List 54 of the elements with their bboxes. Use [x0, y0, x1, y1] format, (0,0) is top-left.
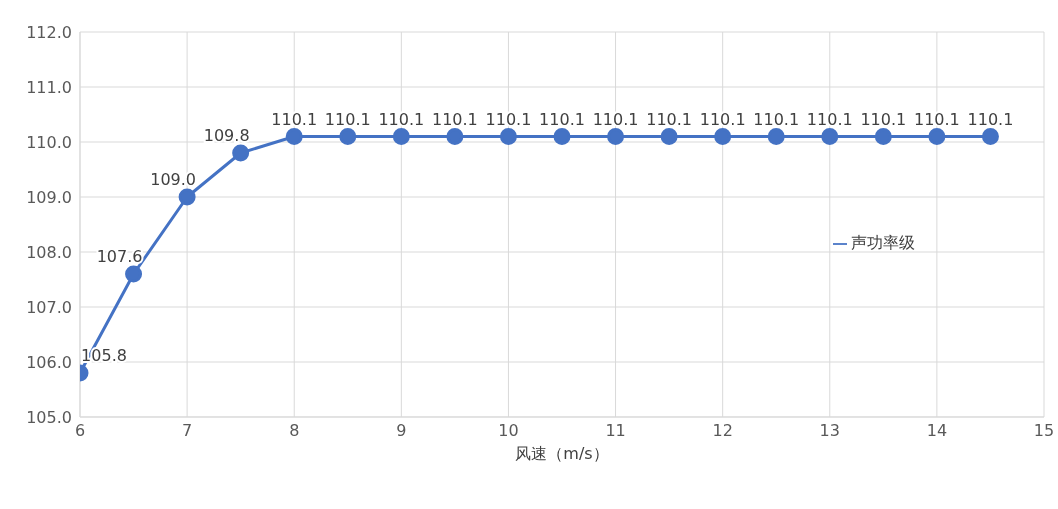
point: [607, 128, 625, 145]
x-tick-label: 9: [396, 421, 407, 441]
data-label: 110.1: [324, 109, 371, 129]
point: [339, 128, 357, 145]
data-label: 110.1: [913, 109, 960, 129]
point: [821, 128, 839, 145]
data-label: 110.1: [967, 109, 1014, 129]
x-tick-label: 6: [74, 421, 86, 441]
data-label: 110.1: [592, 109, 639, 129]
point: [928, 128, 946, 145]
x-tick-label: 13: [819, 421, 840, 441]
x-tick-label: 15: [1033, 421, 1055, 441]
data-label: 110.1: [431, 109, 478, 129]
x-tick-label: 11: [605, 421, 626, 441]
point: [660, 128, 678, 145]
point: [874, 128, 892, 145]
x-tick-label: 10: [498, 421, 519, 441]
point: [553, 128, 571, 145]
data-label: 110.1: [271, 109, 318, 129]
data-label: 110.1: [806, 109, 853, 129]
point: [285, 128, 303, 145]
point: [392, 128, 410, 145]
point: [499, 128, 517, 145]
point: [232, 144, 250, 162]
point: [981, 128, 999, 145]
point: [125, 265, 143, 283]
y-tick-label: 107.0: [26, 297, 72, 317]
y-tick-label: 108.0: [26, 242, 72, 262]
y-tick-label: 110.0: [26, 132, 72, 152]
y-tick-label: 106.0: [26, 352, 72, 372]
x-tick-label: 12: [712, 421, 733, 441]
x-axis-title: 风速（m/s）: [515, 444, 609, 463]
point: [714, 128, 732, 145]
data-label: 110.1: [646, 109, 693, 129]
y-tick-label: 109.0: [26, 187, 72, 207]
point: [446, 128, 464, 145]
data-label: 107.6: [96, 247, 143, 266]
point: [178, 188, 196, 206]
data-label: 110.1: [860, 109, 907, 129]
y-tick-label: 112.0: [26, 22, 72, 42]
data-label: 109.8: [203, 126, 250, 145]
y-tick-label: 105.0: [26, 407, 72, 427]
data-label: 109.0: [150, 170, 197, 189]
data-label: 110.1: [699, 109, 746, 129]
data-label: 110.1: [753, 109, 800, 129]
data-label: 110.1: [485, 109, 532, 129]
data-label: 110.1: [539, 109, 585, 129]
x-tick-label: 14: [926, 421, 948, 441]
y-tick-label: 111.0: [26, 77, 72, 97]
x-tick-label: 7: [182, 421, 193, 441]
legend-label: 声功率级: [851, 233, 915, 252]
x-tick-label: 8: [289, 421, 300, 441]
point: [767, 128, 785, 145]
data-label: 110.1: [378, 109, 425, 129]
